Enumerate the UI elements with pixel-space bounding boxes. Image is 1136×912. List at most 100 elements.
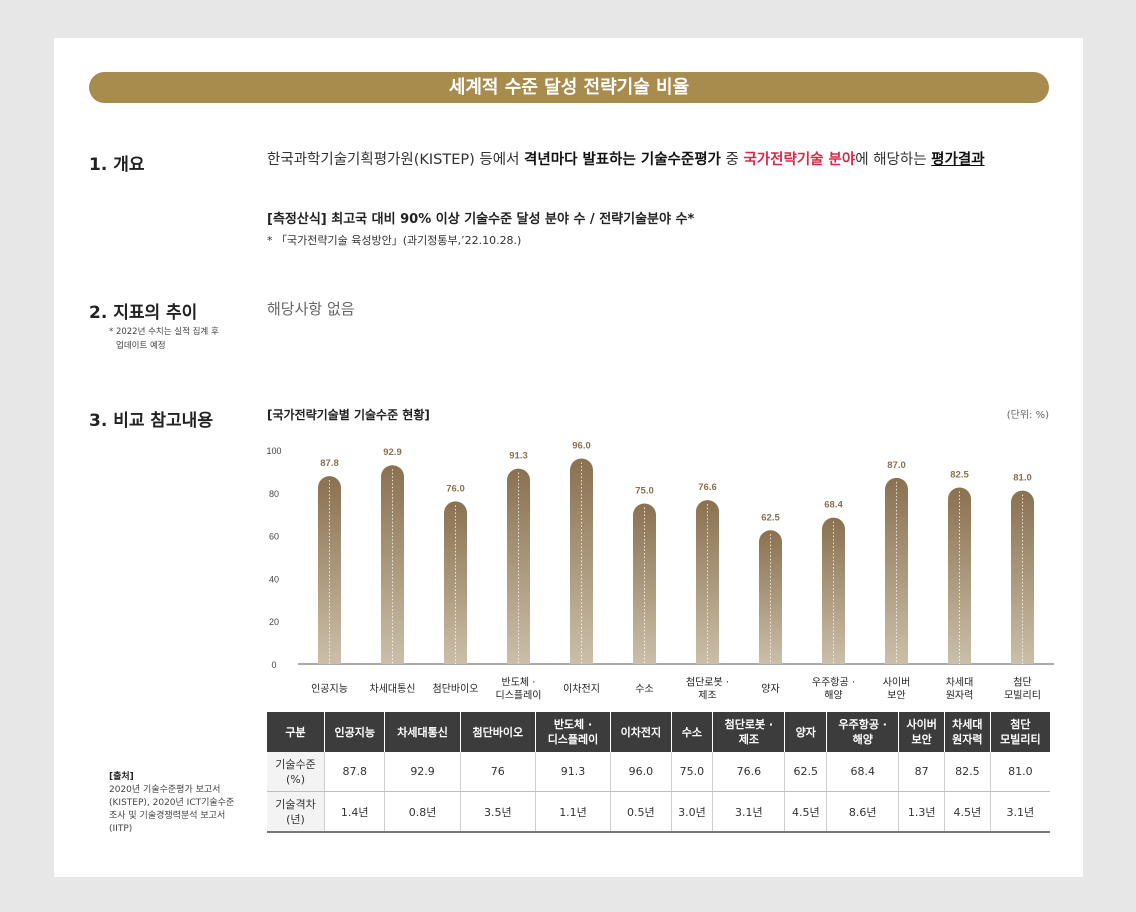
y-tick-label: 0 bbox=[271, 660, 276, 670]
table-cell: 75.0 bbox=[671, 752, 714, 792]
table-cell: 81.0 bbox=[990, 752, 1050, 792]
section-heading-comparison: 3. 비교 참고내용 bbox=[89, 411, 213, 431]
x-tick-label: 양자 bbox=[761, 683, 779, 695]
page-title: 세계적 수준 달성 전략기술 비율 bbox=[89, 72, 1049, 103]
table-row-header: 기술격차 (년) bbox=[267, 791, 325, 833]
x-tick-label: 우주항공 · bbox=[812, 677, 855, 689]
overview-bold: 격년마다 발표하는 기술수준평가 bbox=[524, 152, 721, 168]
data-label: 82.5 bbox=[950, 469, 969, 480]
data-label: 87.0 bbox=[887, 460, 906, 471]
table-cell: 68.4 bbox=[826, 752, 900, 792]
y-tick-label: 100 bbox=[266, 446, 281, 456]
data-label: 96.0 bbox=[572, 441, 591, 452]
table-column-header: 수소 bbox=[671, 712, 714, 752]
source-line-3: 조사 및 기술경쟁력분석 보고서 bbox=[109, 811, 226, 821]
y-tick-label: 80 bbox=[269, 489, 279, 499]
x-tick-label: 첨단로봇 · bbox=[686, 677, 729, 689]
table-row-header: 기술수준 (%) bbox=[267, 752, 325, 792]
formula-source: * 「국가전략기술 육성방안」(과기정통부,’22.10.28.) bbox=[267, 234, 522, 247]
data-label: 92.9 bbox=[383, 447, 402, 458]
bar bbox=[822, 517, 845, 664]
table-cell: 92.9 bbox=[384, 752, 461, 792]
x-tick-label: 디스플레이 bbox=[496, 690, 542, 702]
x-tick-label: 반도체 · bbox=[502, 677, 536, 689]
overview-highlight: 국가전략기술 분야 bbox=[743, 152, 856, 168]
data-label: 62.5 bbox=[761, 512, 780, 523]
chart-title: [국가전략기술별 기술수준 현황] bbox=[267, 408, 430, 422]
source-line-4: (IITP) bbox=[109, 824, 133, 834]
table-cell: 1.1년 bbox=[535, 791, 612, 833]
table-cell: 96.0 bbox=[610, 752, 672, 792]
table-cell: 4.5년 bbox=[784, 791, 828, 833]
section-heading-overview: 1. 개요 bbox=[89, 155, 145, 175]
bar bbox=[633, 503, 656, 664]
table-cell: 8.6년 bbox=[826, 791, 900, 833]
table-cell: 4.5년 bbox=[944, 791, 991, 833]
table-cell: 1.4년 bbox=[324, 791, 386, 833]
overview-text-part3: 에 해당하는 bbox=[855, 152, 932, 168]
source-note: [출처] 2020년 기술수준평가 보고서 (KISTEP), 2020년 IC… bbox=[109, 771, 249, 836]
table-cell: 62.5 bbox=[784, 752, 828, 792]
bar bbox=[507, 468, 530, 664]
table-column-header: 차세대 원자력 bbox=[944, 712, 991, 752]
page: 세계적 수준 달성 전략기술 비율 1. 개요 한국과학기술기획평가원(KIST… bbox=[54, 38, 1083, 877]
data-label: 76.6 bbox=[698, 482, 717, 493]
table-header-label: 구분 bbox=[267, 712, 325, 752]
data-table: 구분 인공지능 차세대통신 첨단바이오 반도체 · 디스플레이 이차전지 수소 첨단로봇 · 제조… bbox=[267, 712, 1050, 833]
y-tick-label: 60 bbox=[269, 532, 279, 542]
table-row: 기술수준 (%) 87.8 92.9 76 91.3 96.0 75.0 76.6 62.5 68.… bbox=[267, 752, 1050, 792]
x-tick-label: 모빌리티 bbox=[1004, 690, 1041, 702]
table-row: 기술격차 (년) 1.4년 0.8년 3.5년 1.1년 0.5년 3.0년 3.1년 4.5년 8… bbox=[267, 791, 1050, 833]
x-tick-label: 첨단바이오 bbox=[433, 683, 479, 695]
x-tick-label: 수소 bbox=[635, 683, 653, 695]
data-label: 75.0 bbox=[635, 486, 654, 497]
x-tick-label: 보안 bbox=[887, 690, 905, 702]
table-column-header: 사이버 보안 bbox=[898, 712, 945, 752]
table-cell: 0.5년 bbox=[610, 791, 672, 833]
table-header-row: 구분 인공지능 차세대통신 첨단바이오 반도체 · 디스플레이 이차전지 수소 첨단로봇 · 제조… bbox=[267, 712, 1050, 752]
table-column-header: 첨단로봇 · 제조 bbox=[712, 712, 786, 752]
data-label: 91.3 bbox=[509, 451, 528, 462]
table-cell: 3.1년 bbox=[990, 791, 1050, 833]
overview-text-part2: 중 bbox=[720, 152, 744, 168]
y-tick-label: 20 bbox=[269, 617, 279, 627]
table-column-header: 인공지능 bbox=[324, 712, 386, 752]
x-tick-label: 첨단 bbox=[1013, 677, 1031, 689]
x-tick-label: 해양 bbox=[824, 689, 842, 702]
bar bbox=[885, 477, 908, 664]
table-cell: 0.8년 bbox=[384, 791, 461, 833]
table-column-header: 첨단 모빌리티 bbox=[990, 712, 1050, 752]
table-cell: 76.6 bbox=[712, 752, 786, 792]
overview-underline: 평가결과 bbox=[931, 152, 985, 168]
table-column-header: 첨단바이오 bbox=[460, 712, 536, 752]
x-tick-label: 차세대통신 bbox=[370, 683, 416, 695]
table-cell: 82.5 bbox=[944, 752, 991, 792]
table-cell: 76 bbox=[460, 752, 536, 792]
overview-text: 한국과학기술기획평가원(KISTEP) 등에서 격년마다 발표하는 기술수준평가… bbox=[267, 148, 1057, 172]
table-cell: 1.3년 bbox=[898, 791, 945, 833]
x-tick-label: 사이버 bbox=[883, 677, 911, 689]
table-body: 기술수준 (%) 87.8 92.9 76 91.3 96.0 75.0 76.6 62.5 68.… bbox=[267, 752, 1050, 833]
source-line-1: 2020년 기술수준평가 보고서 bbox=[109, 785, 221, 795]
table-column-header: 이차전지 bbox=[610, 712, 672, 752]
data-label: 87.8 bbox=[320, 458, 339, 469]
x-tick-label: 차세대 bbox=[946, 677, 974, 689]
data-label: 81.0 bbox=[1013, 473, 1032, 484]
bar-chart: 0 20 40 60 80 100 87.8 인공지능 92.9 차세대통신 76.0 첨단바이오 91… bbox=[266, 441, 1054, 702]
x-tick-label: 이차전지 bbox=[563, 683, 600, 695]
trend-value: 해당사항 없음 bbox=[267, 300, 355, 318]
table-cell: 87 bbox=[898, 752, 945, 792]
table-column-header: 차세대통신 bbox=[384, 712, 461, 752]
table-column-header: 양자 bbox=[784, 712, 828, 752]
trend-note-line2: 업데이트 예정 bbox=[116, 341, 166, 351]
source-line-2: (KISTEP), 2020년 ICT기술수준 bbox=[109, 798, 235, 808]
bar bbox=[318, 476, 341, 664]
formula: [측정산식] 최고국 대비 90% 이상 기술수준 달성 분야 수 / 전략기술… bbox=[267, 212, 695, 227]
chart-unit: (단위: %) bbox=[1006, 410, 1049, 421]
table-column-header: 반도체 · 디스플레이 bbox=[535, 712, 612, 752]
x-tick-label: 제조 bbox=[698, 690, 716, 702]
table-cell: 3.1년 bbox=[712, 791, 786, 833]
table-column-header: 우주항공 · 해양 bbox=[826, 712, 900, 752]
trend-note-line1: * 2022년 수치는 실적 집계 후 bbox=[109, 327, 219, 337]
source-label: [출처] bbox=[109, 772, 134, 782]
